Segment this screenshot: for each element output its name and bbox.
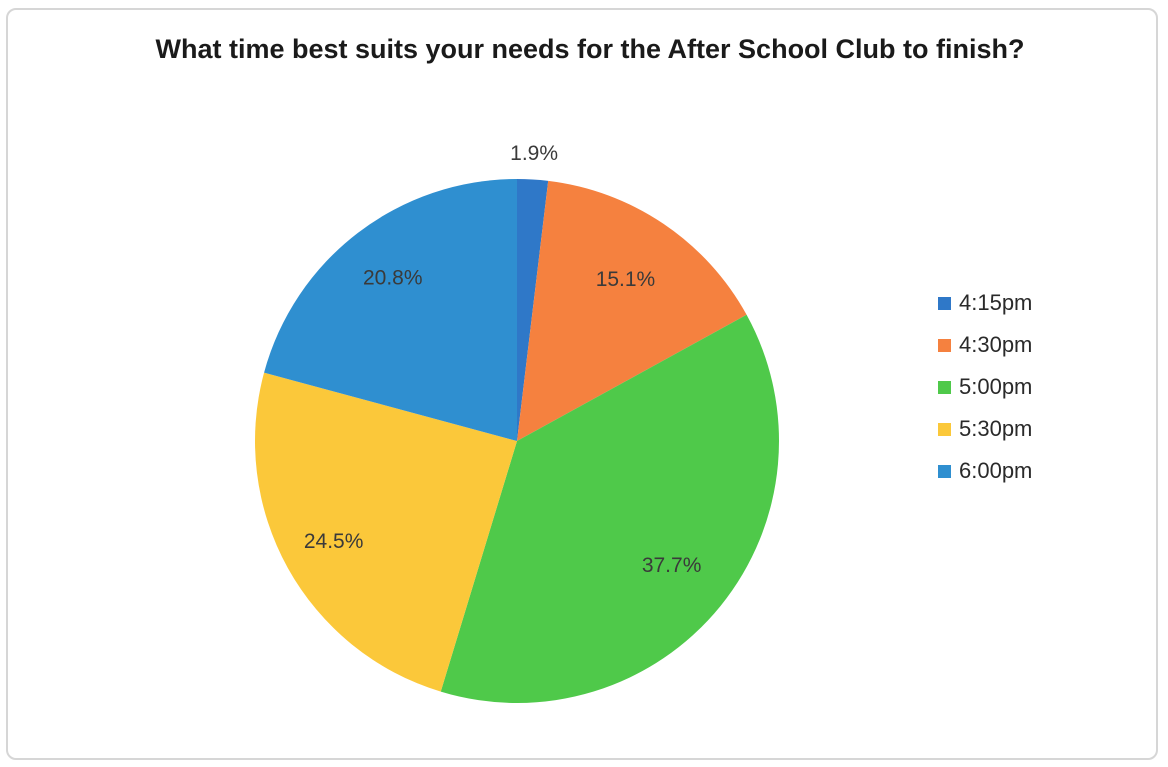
legend-label: 4:30pm <box>959 332 1033 357</box>
slice-label-530pm: 24.5% <box>304 530 364 553</box>
legend-item-415pm: 4:15pm <box>938 282 1032 324</box>
slice-labels: 1.9% 15.1% 37.7% 24.5% 20.8% <box>304 142 702 577</box>
legend-item-530pm: 5:30pm <box>938 408 1032 450</box>
pie-slice-500pm <box>440 314 780 704</box>
legend-swatch <box>938 464 951 478</box>
slice-label-430pm: 15.1% <box>596 268 656 291</box>
legend-item-430pm: 4:30pm <box>938 324 1032 366</box>
legend-label: 5:30pm <box>959 416 1033 441</box>
legend-swatch <box>938 338 951 352</box>
slice-label-600pm: 20.8% <box>363 266 423 289</box>
pie-slice-530pm <box>254 372 517 692</box>
pie-slice-415pm <box>517 179 549 441</box>
pie-slices <box>254 179 780 704</box>
legend-label: 6:00pm <box>959 458 1033 483</box>
legend-item-600pm: 6:00pm <box>938 450 1032 492</box>
chart-legend: 4:15pm 4:30pm 5:00pm 5:30pm 6:00pm <box>938 282 1032 492</box>
legend-swatch <box>938 380 951 394</box>
legend-label: 4:15pm <box>959 290 1033 315</box>
pie-slice-600pm <box>264 179 517 441</box>
legend-label: 5:00pm <box>959 374 1033 399</box>
pie-slice-430pm <box>517 180 747 442</box>
slice-label-415pm: 1.9% <box>510 142 558 165</box>
legend-swatch <box>938 422 951 436</box>
chart-title: What time best suits your needs for the … <box>155 34 1025 64</box>
legend-swatch <box>938 296 951 310</box>
legend-item-500pm: 5:00pm <box>938 366 1032 408</box>
slice-label-500pm: 37.7% <box>642 554 702 577</box>
